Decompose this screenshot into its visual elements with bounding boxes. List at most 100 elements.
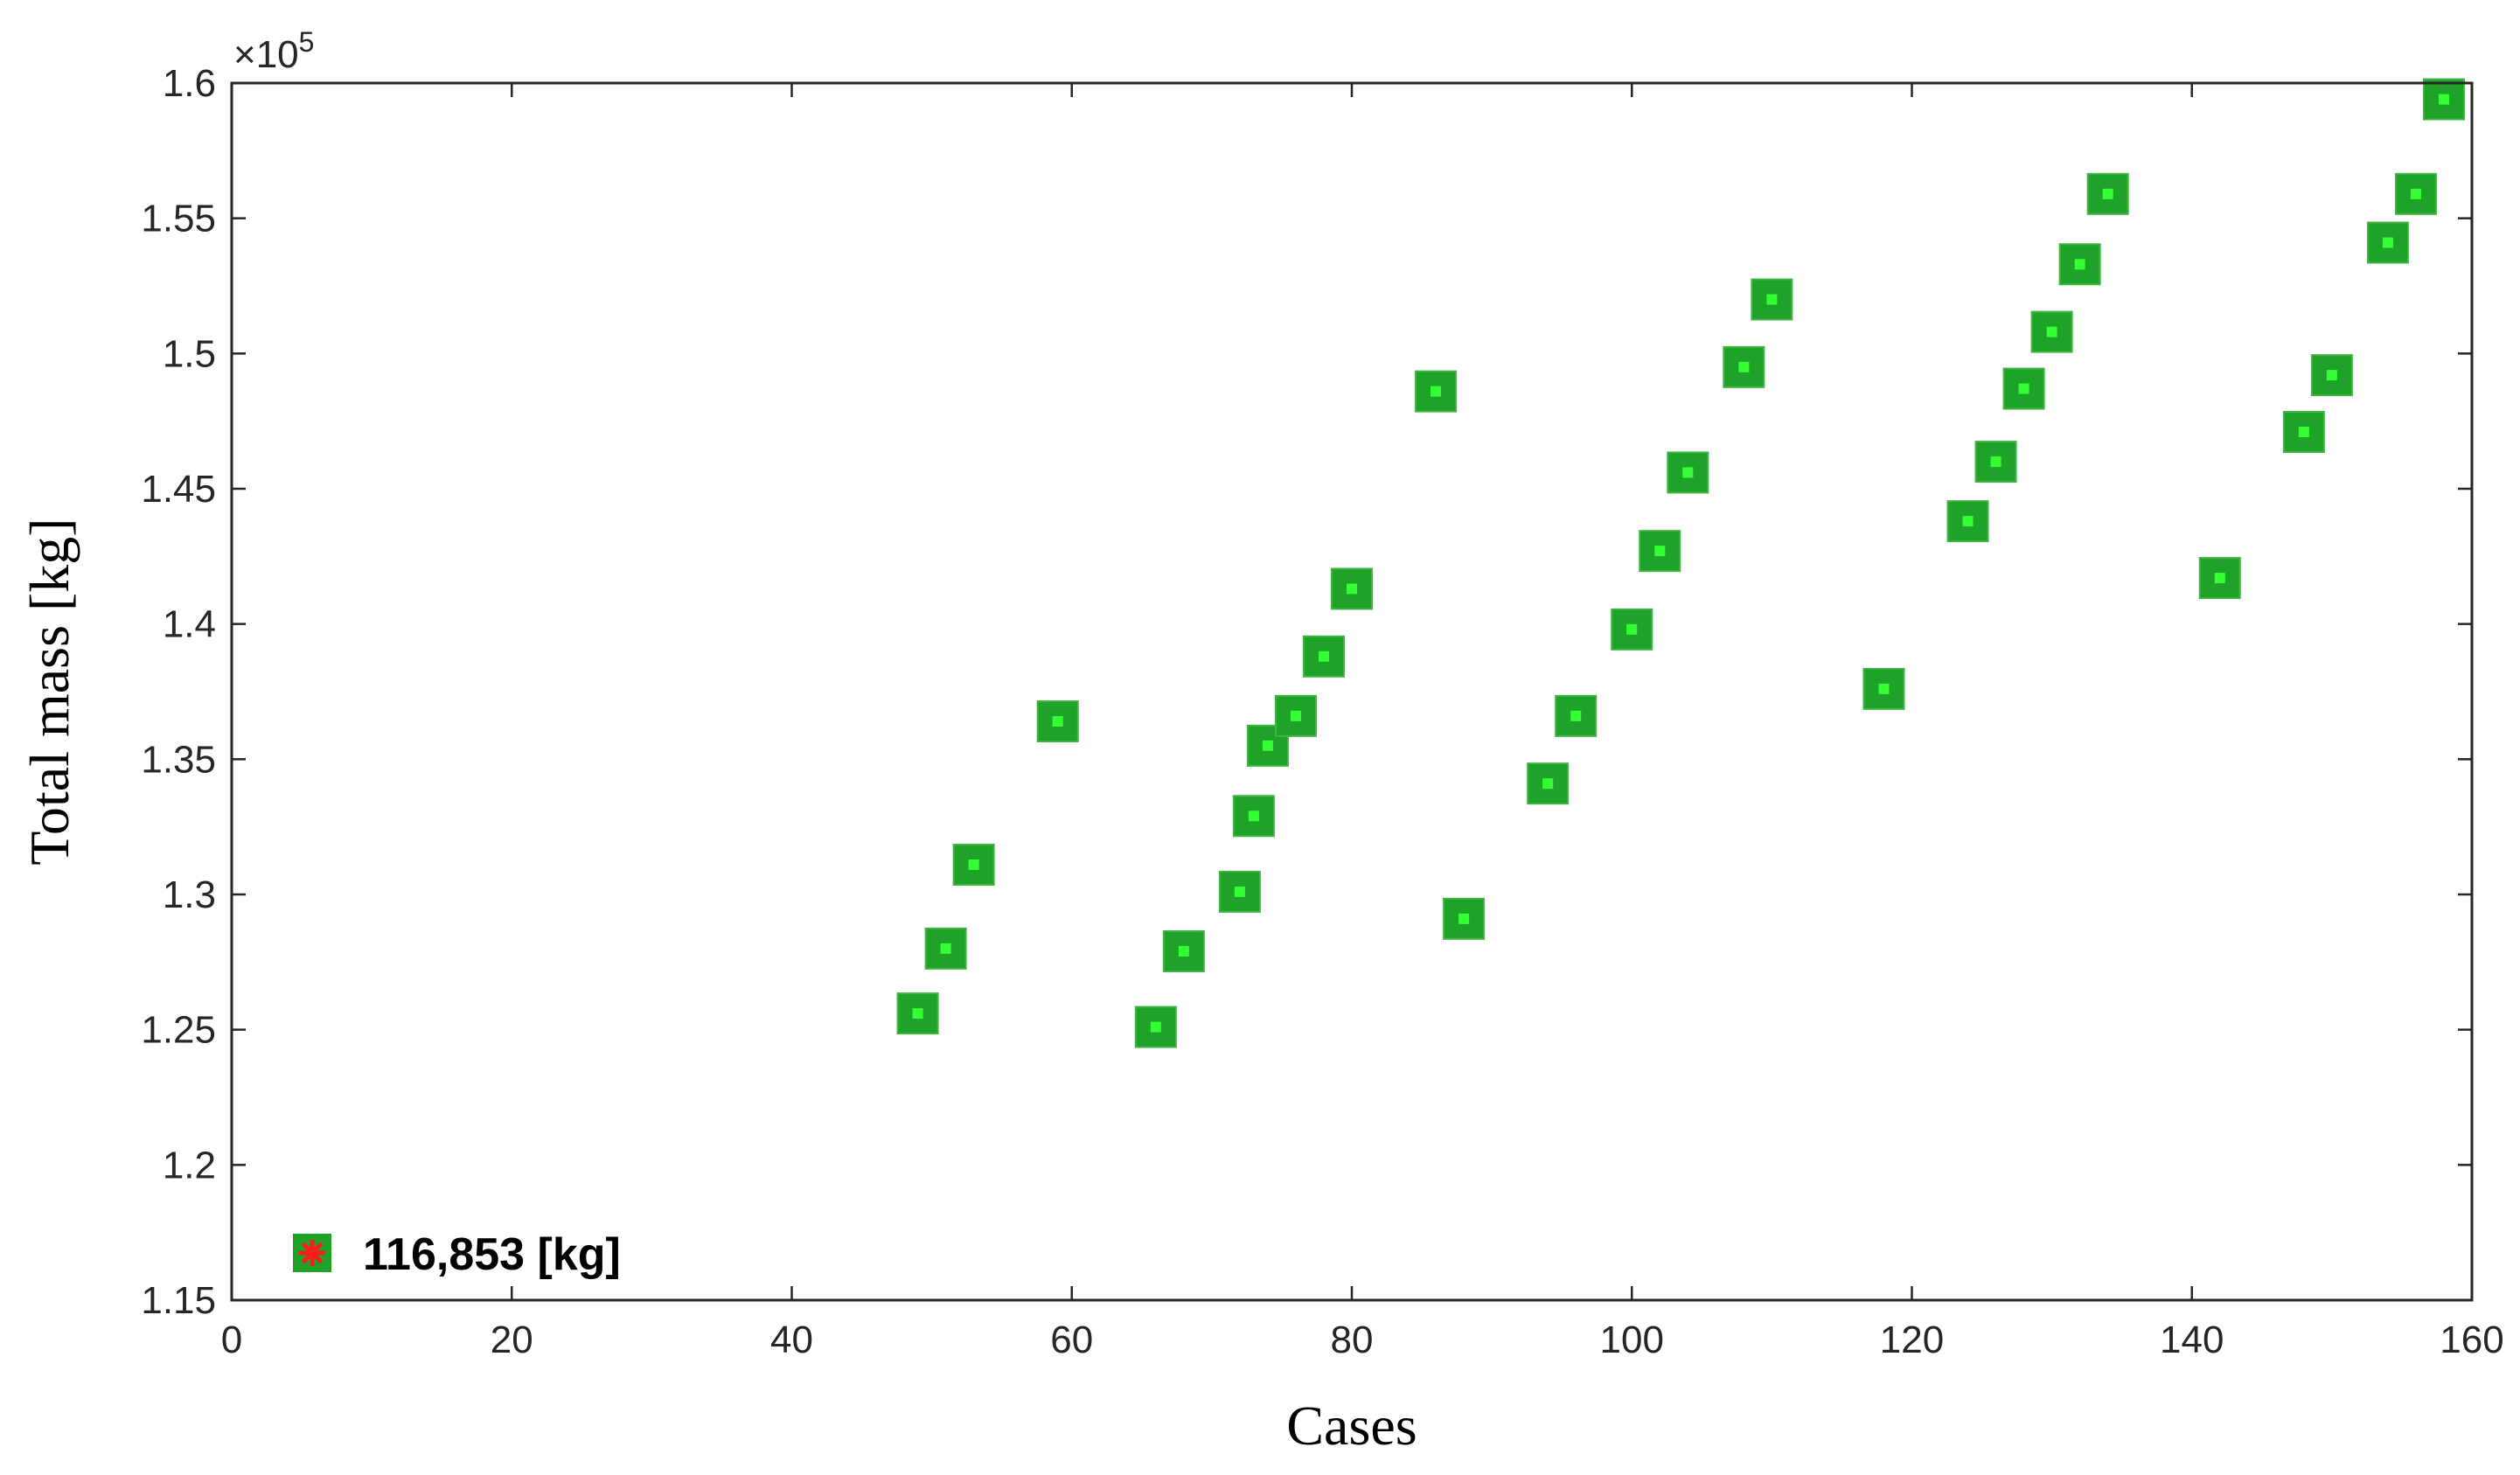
y-exponent-base: ×10 [233,33,299,76]
x-tick-label: 0 [221,1318,242,1361]
data-point-center [1682,467,1694,478]
data-point [2282,411,2325,454]
y-tick-label: 1.45 [141,468,216,511]
data-point-center [1766,294,1778,305]
y-tick-label: 1.55 [141,198,216,240]
data-point-center [2214,573,2225,584]
x-tick-label: 160 [2440,1318,2503,1361]
x-tick-label: 20 [491,1318,533,1361]
data-point [1415,370,1458,413]
data-point [1527,762,1570,805]
data-point-center [940,943,951,954]
x-tick-label: 80 [1331,1318,1374,1361]
legend-label: 116,853 [kg] [363,1229,621,1280]
legend-star-stroke [301,1242,324,1264]
data-points [896,78,2465,1048]
data-point [2394,172,2437,215]
y-tick-labels: 1.15 1.2 1.25 1.3 1.35 1.4 1.45 1.5 1.55 1.6 [141,62,216,1322]
data-point-center [1542,778,1554,790]
data-point-center [1347,583,1357,595]
data-point [1974,441,2017,484]
data-point-center [1234,886,1245,897]
data-point-center [2018,383,2029,394]
data-point [2366,221,2409,264]
data-point-center [2298,427,2309,438]
y-tick-label: 1.6 [163,62,216,105]
data-point-center [1878,683,1890,694]
y-tick-label: 1.25 [141,1009,216,1052]
x-tick-label: 140 [2160,1318,2224,1361]
data-point [1723,345,1765,388]
data-point-center [1431,386,1442,397]
data-point [1751,278,1793,321]
legend-star-icon [299,1240,325,1266]
data-point [1862,667,1905,710]
data-point-square [1232,795,1275,838]
data-point-center [1178,945,1189,957]
data-point-center [1626,623,1638,635]
x-tick-label: 60 [1050,1318,1093,1361]
legend: 116,853 [kg] [293,1229,621,1280]
data-point [1331,567,1373,610]
data-point [2310,354,2353,397]
data-point-center [2410,188,2421,199]
data-point [1555,694,1598,737]
data-point [2002,367,2045,410]
y-tick-label: 1.4 [163,603,216,646]
data-point [1162,929,1205,972]
data-point-center [1290,710,1301,721]
plot-area-frame [230,81,2474,1302]
data-point-center [1654,546,1666,557]
data-point-center [2046,326,2057,337]
data-point-center [1458,913,1470,924]
data-point [2086,172,2129,215]
y-axis-title: Total mass [kg] [18,518,80,865]
data-point [1036,700,1079,743]
data-point [1274,694,1317,737]
x-tick-labels: 0 20 40 60 80 100 120 140 160 [221,1318,2504,1361]
data-point [1611,608,1653,651]
data-point [1218,870,1261,913]
data-point-center [1318,651,1329,662]
data-point-center [1570,710,1582,721]
x-axis-title: Cases [1286,1395,1417,1457]
y-tick-label: 1.3 [163,873,216,916]
data-point [1667,451,1709,494]
data-point [2058,243,2101,286]
data-point-center [2102,188,2113,199]
data-point-center [1248,811,1259,822]
x-tick-label: 40 [770,1318,813,1361]
data-point-center [2326,370,2337,381]
x-tick-label: 120 [1880,1318,1944,1361]
x-tick-label: 100 [1600,1318,1664,1361]
y-exponent-label: ×105 [233,26,314,76]
data-point-center [1962,516,1974,527]
data-point [1443,897,1486,940]
axis-ticks [230,81,2474,1302]
data-point-square [1415,370,1458,413]
data-point [1946,500,1989,543]
y-tick-label: 1.15 [141,1279,216,1322]
data-point-center [1052,716,1063,727]
data-point-center [2382,237,2393,248]
data-point-center [2438,94,2449,105]
data-point [1232,795,1275,838]
data-point [1639,530,1681,573]
data-point [1134,1005,1177,1048]
data-point [2198,557,2241,600]
y-tick-label: 1.5 [163,332,216,375]
data-point-center [1738,361,1750,372]
data-point-center [968,859,979,870]
data-point-center [1150,1021,1161,1033]
data-point [924,927,967,970]
y-tick-label: 1.2 [163,1144,216,1186]
data-point-center [2074,259,2085,270]
data-point-square [2282,411,2325,454]
data-point-square [896,992,939,1035]
data-point [896,992,939,1035]
y-tick-label: 1.35 [141,738,216,781]
data-point-center [912,1008,923,1019]
data-point-center [1990,456,2001,468]
y-exponent-power: 5 [299,26,315,58]
